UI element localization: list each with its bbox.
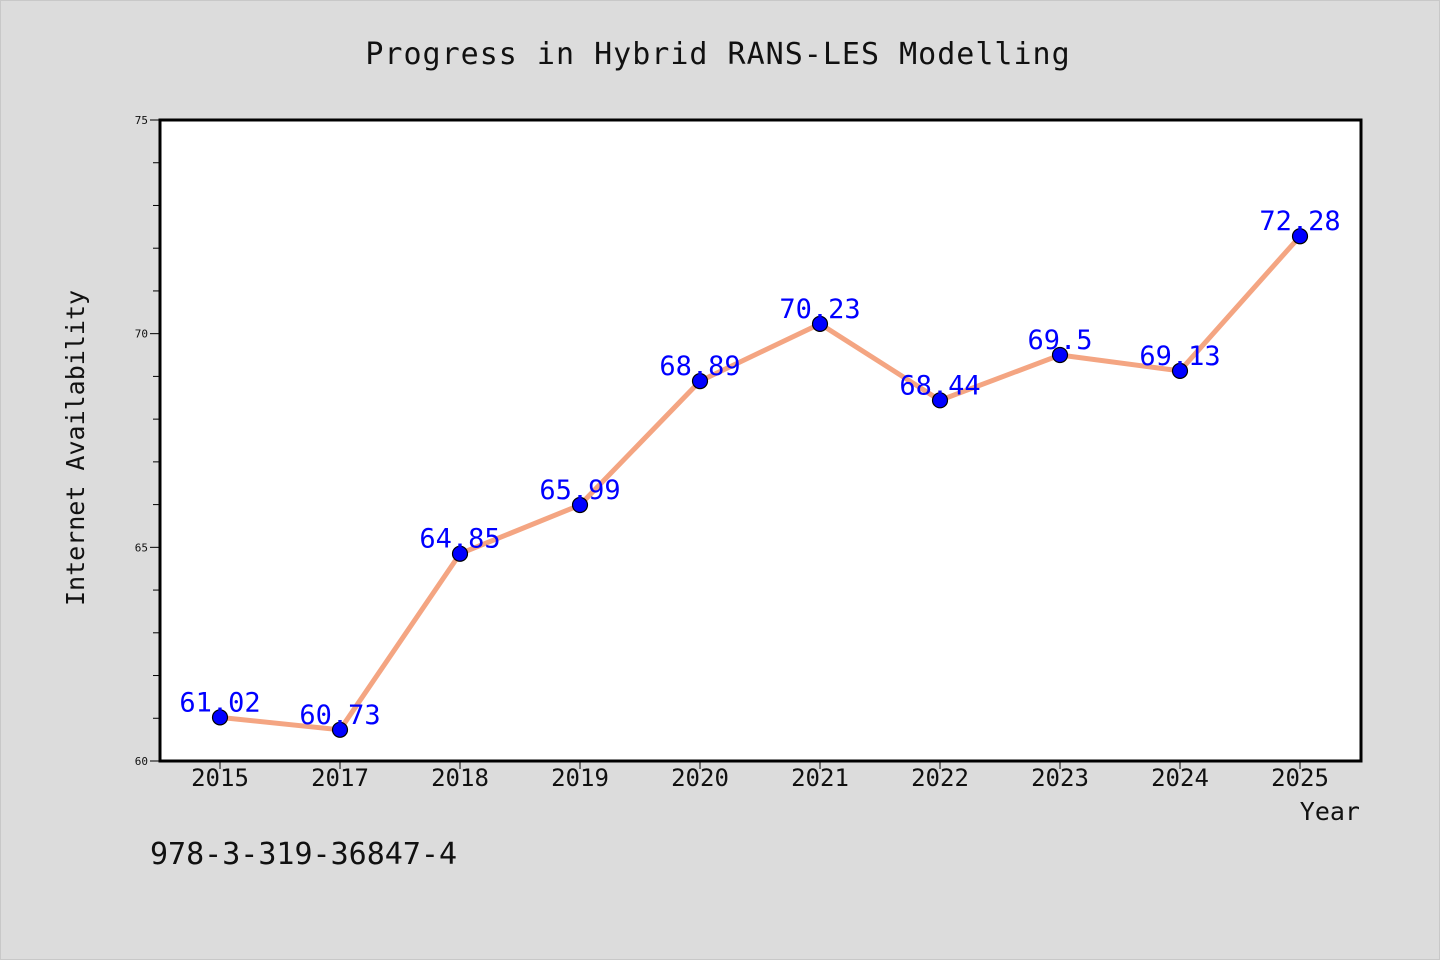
x-tick-label: 2025 bbox=[1271, 764, 1329, 792]
x-tick-label: 2021 bbox=[791, 764, 849, 792]
y-tick-label: 65 bbox=[135, 541, 148, 554]
data-point bbox=[331, 721, 349, 738]
data-label: 70.23 bbox=[779, 294, 860, 325]
data-point bbox=[691, 373, 709, 390]
x-tick-label: 2019 bbox=[551, 764, 609, 792]
data-label: 65.99 bbox=[539, 475, 620, 506]
data-point bbox=[1291, 228, 1309, 245]
footnote-isbn: 978-3-319-36847-4 bbox=[150, 837, 457, 872]
x-tick-label: 2020 bbox=[671, 764, 729, 792]
data-point bbox=[811, 315, 829, 332]
x-tick-label: 2023 bbox=[1031, 764, 1089, 792]
plot-area bbox=[158, 118, 1363, 763]
y-axis-ticks: 60 65 70 75 bbox=[135, 114, 160, 768]
data-point bbox=[1051, 346, 1069, 364]
data-point bbox=[1171, 362, 1189, 379]
series-layer: 61.02 60.73 64.85 65.99 68.89 70.23 68.44 69.5 6… bbox=[179, 206, 1341, 738]
x-axis-ticks: 2015 2017 2018 2019 2020 2021 2022 2023 2024 2025 bbox=[191, 761, 1329, 792]
data-label: 69.13 bbox=[1139, 341, 1220, 372]
x-tick-label: 2024 bbox=[1151, 764, 1209, 792]
data-label: 64.85 bbox=[419, 524, 500, 555]
data-point bbox=[211, 709, 229, 726]
y-axis-label: Internet Availability bbox=[61, 290, 90, 606]
data-label: 60.73 bbox=[299, 700, 380, 731]
series-line bbox=[217, 233, 1303, 733]
data-label: 72.28 bbox=[1259, 206, 1340, 237]
x-axis-label: Year bbox=[1300, 797, 1360, 826]
chart-title: Progress in Hybrid RANS-LES Modelling bbox=[365, 37, 1070, 72]
y-tick-label: 75 bbox=[135, 114, 148, 127]
y-tick-label: 60 bbox=[135, 755, 148, 768]
data-point bbox=[931, 392, 949, 409]
x-tick-label: 2022 bbox=[911, 764, 969, 792]
data-point bbox=[451, 545, 469, 562]
x-tick-label: 2015 bbox=[191, 764, 249, 792]
data-point bbox=[571, 496, 589, 514]
data-label: 68.44 bbox=[899, 370, 980, 401]
data-label: 61.02 bbox=[179, 687, 260, 718]
data-label: 68.89 bbox=[659, 351, 740, 382]
x-tick-label: 2017 bbox=[311, 764, 369, 792]
y-tick-label: 70 bbox=[135, 328, 148, 341]
data-label: 69.5 bbox=[1027, 325, 1092, 356]
x-tick-label: 2018 bbox=[431, 764, 489, 792]
